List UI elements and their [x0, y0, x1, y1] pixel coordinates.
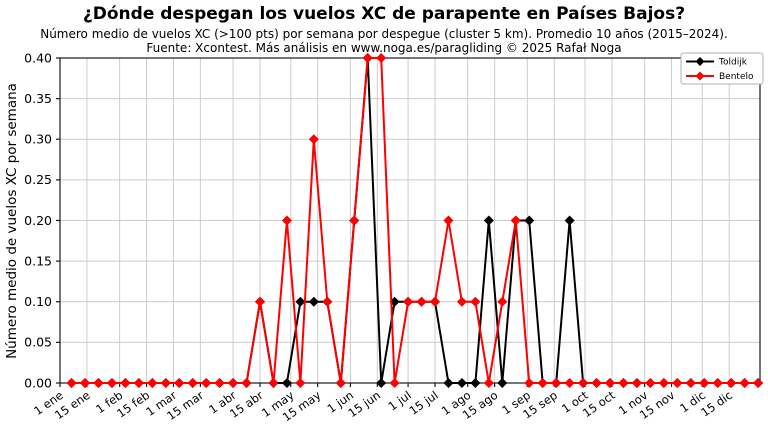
bentelo-marker: [510, 215, 521, 226]
bentelo-marker: [281, 215, 292, 226]
bentelo-marker: [147, 378, 158, 388]
y-tick-label: 0.40: [24, 50, 52, 65]
bentelo-marker: [80, 378, 90, 388]
toldijk-marker: [470, 378, 481, 388]
chart-source-note: Fuente: Xcontest. Más análisis en www.no…: [146, 41, 622, 55]
bentelo-marker: [551, 378, 562, 388]
bentelo-marker: [187, 378, 198, 388]
chart-subtitle: Número medio de vuelos XC (>100 pts) por…: [40, 27, 728, 41]
toldijk-marker: [376, 378, 387, 388]
legend-bentelo-label: Bentelo: [719, 72, 754, 82]
y-tick-label: 0.20: [24, 213, 52, 228]
legend-toldijk-label: Toldijk: [718, 58, 748, 68]
bentelo-marker: [362, 53, 373, 63]
bentelo-marker: [93, 378, 104, 388]
bentelo-marker: [389, 378, 400, 388]
bentelo-marker: [591, 378, 602, 388]
bentelo-marker: [483, 378, 494, 388]
bentelo-marker: [268, 378, 279, 388]
bentelo-marker: [685, 378, 696, 388]
bentelo-marker: [618, 378, 629, 388]
toldijk-marker: [281, 378, 292, 388]
toldijk-marker: [564, 215, 575, 226]
bentelo-marker: [106, 378, 117, 388]
y-tick-label: 0.00: [24, 375, 52, 390]
bentelo-marker: [174, 378, 185, 388]
bentelo-marker: [416, 296, 427, 307]
bentelo-marker: [255, 296, 265, 307]
toldijk-marker: [443, 378, 454, 388]
bentelo-marker: [672, 378, 683, 388]
bentelo-marker: [537, 378, 548, 388]
bentelo-marker: [133, 378, 144, 388]
legend-toldijk-diamond-icon: [695, 57, 705, 66]
x-tick-label: 15 dic: [698, 388, 735, 420]
x-tick-label: 15 jul: [407, 388, 441, 418]
bentelo-marker: [524, 378, 535, 388]
toldijk-marker: [497, 378, 508, 388]
bentelo-marker: [403, 296, 414, 307]
y-tick-label: 0.15: [24, 253, 52, 268]
bentelo-marker: [160, 378, 171, 388]
bentelo-marker: [658, 378, 669, 388]
legend-bentelo-diamond-icon: [695, 71, 705, 81]
bentelo-marker: [335, 378, 346, 388]
bentelo-marker: [470, 296, 481, 307]
bentelo-marker: [578, 378, 589, 388]
bentelo-marker: [376, 53, 387, 63]
bentelo-marker: [497, 296, 508, 307]
bentelo-marker: [699, 378, 710, 388]
bentelo-marker: [322, 296, 333, 307]
y-tick-label: 0.10: [24, 294, 52, 309]
toldijk-marker: [456, 378, 467, 388]
bentelo-marker: [120, 378, 131, 388]
bentelo-marker: [564, 378, 575, 388]
y-tick-label: 0.05: [24, 335, 52, 350]
y-tick-label: 0.25: [24, 172, 52, 187]
bentelo-marker: [443, 215, 454, 226]
toldijk-marker: [524, 215, 535, 226]
bentelo-marker: [712, 378, 723, 388]
bentelo-marker: [739, 378, 750, 388]
bentelo-marker: [228, 378, 239, 388]
bentelo-line: [71, 57, 759, 384]
bentelo-marker: [308, 134, 319, 145]
bentelo-marker: [726, 378, 737, 388]
legend: Toldijk Bentelo: [680, 52, 764, 85]
bentelo-marker: [645, 378, 656, 388]
bentelo-marker: [605, 378, 615, 388]
toldijk-marker: [483, 215, 494, 226]
bentelo-marker: [631, 378, 642, 388]
toldijk-marker: [295, 296, 306, 307]
bentelo-marker: [349, 215, 360, 226]
bentelo-marker: [430, 296, 440, 307]
y-tick-label: 0.30: [24, 132, 52, 147]
bentelo-marker: [201, 378, 212, 388]
chart-title: ¿Dónde despegan los vuelos XC de parapen…: [82, 4, 686, 24]
bentelo-marker: [753, 378, 764, 388]
bentelo-marker: [66, 378, 77, 388]
bentelo-marker: [456, 296, 467, 307]
bentelo-marker: [241, 378, 252, 388]
toldijk-marker: [308, 296, 319, 307]
y-tick-label: 0.35: [24, 91, 52, 106]
bentelo-marker: [214, 378, 225, 388]
bentelo-marker: [295, 378, 306, 388]
